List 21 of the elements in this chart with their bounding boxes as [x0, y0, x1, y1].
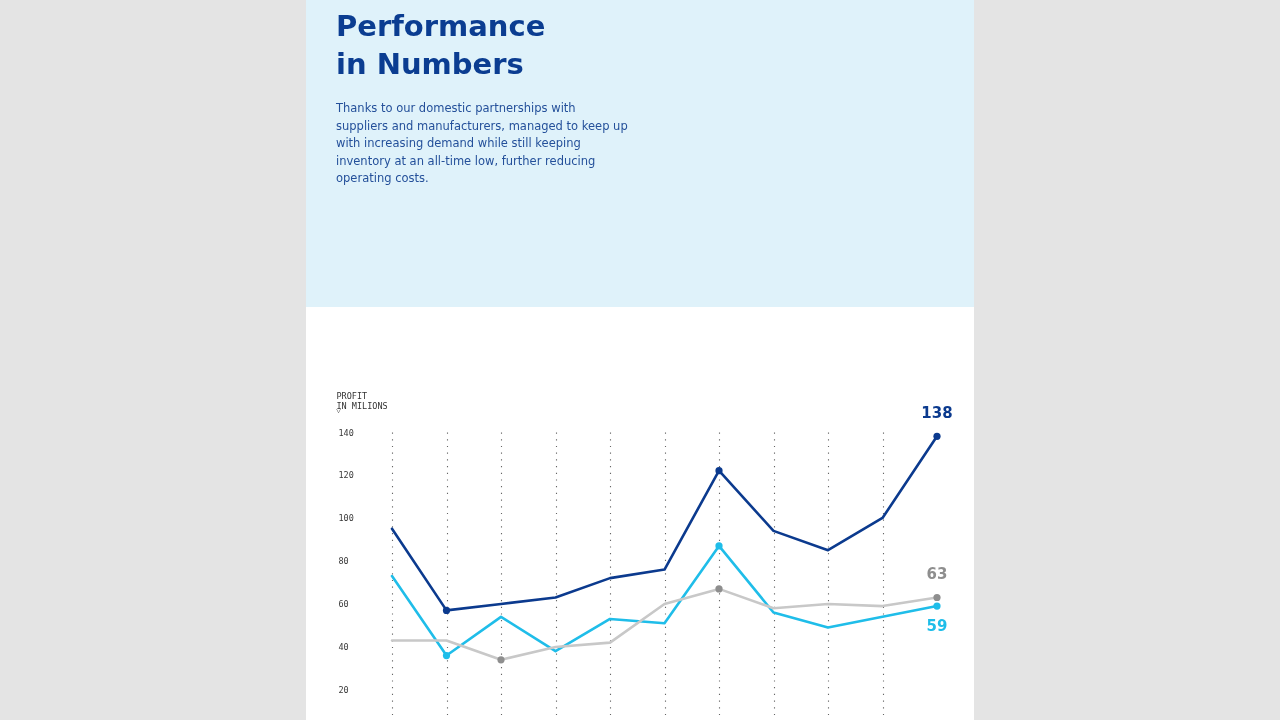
data-label: 59 [926, 617, 948, 636]
point [715, 542, 723, 550]
data-label: 138 [921, 404, 953, 423]
chart-title: Performance in Numbers [336, 9, 546, 81]
point [933, 593, 941, 602]
point [933, 602, 941, 610]
point [442, 606, 451, 614]
y-tick-label: 40 [338, 642, 349, 653]
point [933, 432, 941, 440]
y-tick-label: 120 [338, 470, 354, 481]
data-label: 63 [926, 565, 948, 584]
point [715, 585, 723, 593]
y-tick-label: 80 [338, 556, 349, 567]
point [715, 467, 723, 475]
y-tick-label: 140 [338, 427, 354, 438]
chart-subtitle: Thanks to our domestic partnerships with suppliers and manufacturers, managed to keep up with increasing demand while still keeping inventory at an all-time low, further reducing operating costs. [335, 101, 628, 185]
y-tick-label: 60 [338, 599, 349, 610]
y-tick-label: 20 [338, 685, 349, 696]
point [497, 656, 505, 664]
point [442, 651, 451, 660]
y-tick-label: 100 [338, 513, 354, 524]
